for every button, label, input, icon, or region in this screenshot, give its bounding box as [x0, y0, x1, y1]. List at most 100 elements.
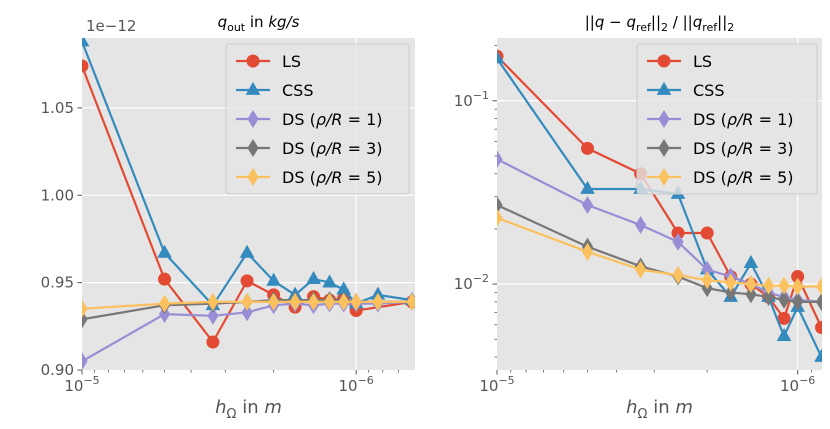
series-group	[82, 38, 415, 370]
y-tick-label-exp: −2	[473, 272, 489, 285]
x-tick-label-exp: −6	[358, 374, 374, 387]
title-part: q	[218, 13, 228, 31]
y-tick-label: 0.95	[41, 274, 74, 292]
title-part: q	[626, 13, 636, 31]
legend-marker	[245, 81, 261, 95]
legend-part: = 3)	[753, 139, 793, 158]
title-part: kg/s	[268, 13, 299, 31]
legend-part: ρ/R	[727, 168, 754, 187]
legend-part: ρ/R	[316, 139, 343, 158]
title-part: ref	[636, 21, 652, 34]
xlabel-part: in	[236, 397, 264, 418]
data-point	[581, 242, 594, 261]
title-part: 2	[727, 21, 734, 34]
legend-label: DS (ρ/R = 5)	[282, 168, 382, 187]
data-point	[778, 290, 790, 309]
data-point	[776, 327, 792, 341]
legend-box	[225, 43, 410, 195]
data-point	[634, 260, 647, 279]
data-point	[745, 285, 757, 304]
data-point	[158, 272, 172, 286]
legend-label: DS (ρ/R = 1)	[693, 110, 793, 129]
data-point	[792, 292, 804, 311]
legend-marker	[656, 81, 672, 95]
legend-marker	[246, 54, 260, 68]
legend-marker	[247, 110, 259, 128]
y-tick-label-exp: −1	[473, 89, 489, 102]
x-tick-label-base: 10	[479, 377, 498, 395]
data-point	[497, 208, 503, 227]
legend-marker	[658, 110, 670, 128]
data-point	[815, 277, 822, 296]
chart-title: ||q − qref||2 / ||qref||2	[585, 13, 735, 34]
data-point	[497, 50, 505, 64]
legend-label: LS	[282, 52, 301, 71]
data-point	[725, 283, 737, 302]
title-part: q	[595, 13, 605, 31]
legend-box	[636, 43, 818, 195]
data-point	[82, 299, 88, 318]
y-tick-label-base: 10	[454, 92, 473, 110]
x-axis-label: hΩ in m	[215, 397, 282, 422]
x-tick-label-exp: −6	[799, 374, 815, 387]
data-point	[268, 292, 280, 311]
data-point	[634, 216, 647, 234]
data-point	[322, 274, 337, 288]
legend-marker	[247, 139, 259, 157]
data-point	[307, 292, 320, 311]
title-part: −	[604, 13, 626, 31]
data-point	[815, 292, 822, 311]
legend-part: DS (	[693, 168, 727, 187]
data-point	[745, 275, 757, 294]
data-point	[814, 348, 822, 362]
xlabel-part: Ω	[638, 407, 648, 422]
xlabel-part: m	[264, 397, 282, 418]
xlabel-part: h	[215, 397, 226, 418]
legend-marker	[657, 54, 671, 68]
data-point	[815, 320, 822, 334]
data-point	[700, 226, 714, 240]
data-point	[778, 276, 790, 295]
data-point	[82, 59, 89, 73]
legend-label: LS	[693, 52, 712, 71]
legend-part: = 5)	[342, 168, 382, 187]
legend-part: ρ/R	[727, 110, 754, 129]
data-point	[581, 196, 594, 214]
legend-label: DS (ρ/R = 3)	[282, 139, 382, 158]
legend-part: = 3)	[342, 139, 382, 158]
x-tick-label: 10−6	[780, 374, 815, 395]
legend-label: CSS	[282, 81, 313, 100]
title-part: q	[693, 13, 703, 31]
data-point	[777, 311, 791, 325]
data-point	[497, 150, 503, 169]
y-offset-text: 1e−12	[86, 17, 136, 35]
x-tick-label-exp: −5	[498, 374, 514, 387]
y-tick-label: 0.90	[41, 361, 74, 379]
data-point	[792, 277, 804, 296]
x-tick-label-base: 10	[780, 377, 799, 395]
data-point	[241, 292, 253, 311]
data-point	[239, 244, 255, 258]
title-part: out	[227, 21, 246, 34]
data-point	[207, 292, 219, 311]
data-point	[743, 254, 759, 269]
legend-label: DS (ρ/R = 3)	[693, 139, 793, 158]
data-point	[701, 271, 713, 290]
title-part: 2	[661, 21, 668, 34]
data-point	[157, 244, 172, 258]
data-point	[289, 292, 301, 311]
legend-part: DS (	[693, 139, 727, 158]
legend-marker	[658, 168, 670, 186]
legend-part: DS (	[282, 110, 316, 129]
legend-part: = 1)	[342, 110, 382, 129]
legend-part: DS (	[693, 110, 727, 129]
xlabel-part: Ω	[227, 407, 237, 422]
title-part: ||	[585, 13, 595, 31]
y-tick-label: 1.00	[41, 186, 74, 204]
data-point	[372, 292, 384, 311]
legend-label: DS (ρ/R = 1)	[282, 110, 382, 129]
data-point	[581, 141, 595, 155]
